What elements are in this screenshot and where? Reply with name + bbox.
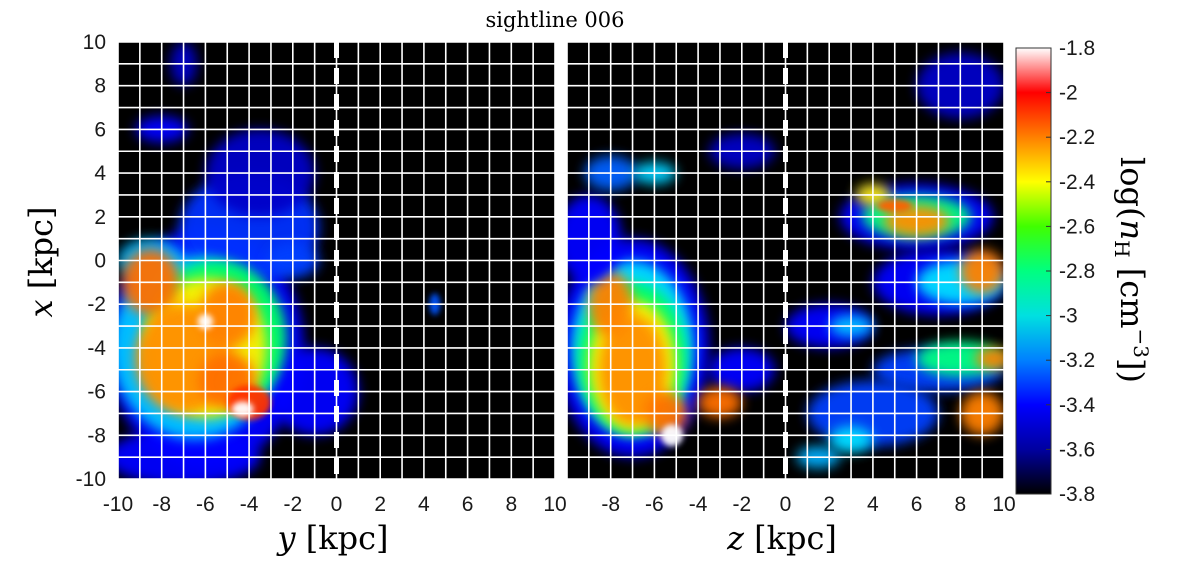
- colorbar-tick-label: -3.4: [1059, 394, 1096, 417]
- right-panel: -8 -6 -4 -2 0 2 4 6 8 10 z [kpc]: [566, 41, 1016, 557]
- y-tick-label: 8: [94, 75, 106, 98]
- x-tick-label: 8: [954, 493, 966, 516]
- colorbar-tick-label: -3.6: [1059, 438, 1095, 461]
- x-tick-label: -2: [732, 493, 751, 516]
- colorbar-tick-label: -3: [1059, 305, 1078, 328]
- x-tick-label: -8: [601, 493, 620, 516]
- y-tick-label: 6: [94, 118, 106, 141]
- x-tick-label: -6: [196, 493, 215, 516]
- x-tick-label: 10: [543, 493, 566, 516]
- x-tick-label: 2: [823, 493, 835, 516]
- x-tick-label: -6: [645, 493, 664, 516]
- x-tick-label: 6: [911, 493, 923, 516]
- density-blob: [975, 347, 1004, 370]
- x-tick-label: 10: [992, 493, 1015, 516]
- x-tick-label: 8: [505, 493, 517, 516]
- left-y-ticks: 10 8 6 4 2 0 -2 -4 -6 -8 -10: [76, 31, 107, 491]
- colorbar-tick-label: -2: [1059, 82, 1078, 105]
- y-tick-label: 0: [94, 250, 106, 273]
- colorbar-tick-label: -2.6: [1059, 215, 1095, 238]
- left-panel: 10 8 6 4 2 0 -2 -4 -6 -8 -10 -10 -8 -6 -4 -2 0 2 4 6 8 10 y …: [22, 31, 567, 557]
- x-tick-label: 2: [374, 493, 386, 516]
- y-tick-label: -8: [87, 424, 106, 447]
- density-blob: [231, 401, 254, 417]
- left-x-ticks: -10 -8 -6 -4 -2 0 2 4 6 8 10: [103, 493, 567, 516]
- y-tick-label: 10: [83, 31, 106, 54]
- colorbar-tick-label: -2.8: [1059, 260, 1095, 283]
- x-tick-label: -10: [103, 493, 133, 516]
- x-tick-label: -4: [689, 493, 708, 516]
- colorbar-ticks: -1.8 -2 -2.2 -2.4 -2.6 -2.8 -3 -3.2 -3.4 -3.6 -3.8: [1046, 37, 1096, 506]
- colorbar-tick-label: -3.8: [1059, 483, 1095, 506]
- x-tick-label: 0: [780, 493, 792, 516]
- figure-title: sightline 006: [485, 8, 624, 32]
- x-tick-label: 4: [867, 493, 879, 516]
- y-tick-label: 4: [94, 162, 106, 185]
- x-tick-label: 4: [418, 493, 430, 516]
- colorbar-label: log(nH [cm−3]): [1110, 157, 1153, 383]
- right-x-axis-label: z [kpc]: [726, 519, 837, 557]
- colorbar-tick-label: -2.4: [1059, 171, 1096, 194]
- colorbar: -1.8 -2 -2.2 -2.4 -2.6 -2.8 -3 -3.2 -3.4 -3.6 -3.8…: [1015, 37, 1153, 506]
- x-tick-label: 6: [462, 493, 474, 516]
- y-tick-label: -6: [87, 381, 106, 404]
- colorbar-tick-label: -3.2: [1059, 349, 1095, 372]
- left-y-axis-label: x [kpc]: [22, 207, 60, 318]
- colorbar-tick-label: -1.8: [1059, 37, 1095, 60]
- y-tick-label: -2: [87, 293, 106, 316]
- y-tick-label: 2: [94, 206, 106, 229]
- x-tick-label: 0: [331, 493, 343, 516]
- colorbar-gradient: [1015, 47, 1052, 495]
- x-tick-label: -4: [240, 493, 259, 516]
- left-x-axis-label: y [kpc]: [275, 519, 388, 557]
- density-blob: [118, 428, 261, 479]
- colorbar-tick-label: -2.2: [1059, 126, 1095, 149]
- y-tick-label: -10: [76, 468, 106, 491]
- y-tick-label: -4: [87, 337, 106, 360]
- right-x-ticks: -8 -6 -4 -2 0 2 4 6 8 10: [601, 493, 1015, 516]
- x-tick-label: -2: [283, 493, 302, 516]
- x-tick-label: -8: [152, 493, 171, 516]
